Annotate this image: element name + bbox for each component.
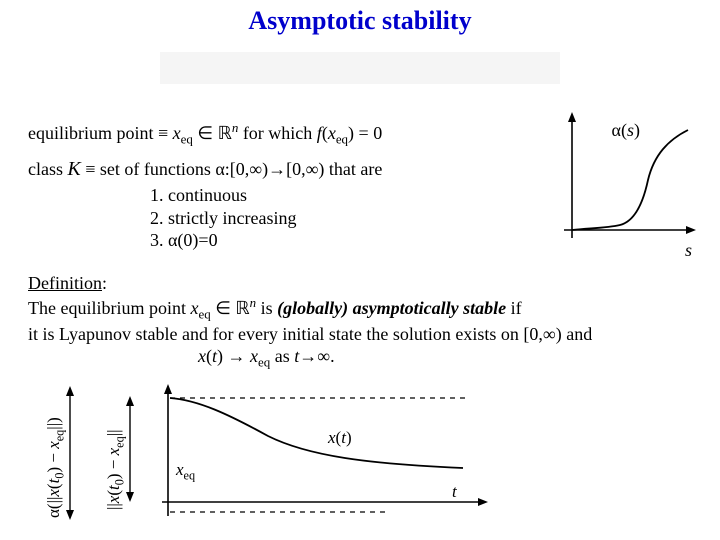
defn3-xeq-sub: eq (258, 355, 270, 370)
defn1-b: is (256, 298, 277, 318)
properties-list: 1. continuous 2. strictly increasing 3. … (150, 184, 296, 252)
defn-title: Definition (28, 273, 102, 293)
list-item-2: 2. strictly increasing (150, 207, 296, 230)
alpha-s-b: ) (634, 120, 640, 140)
defn3-x: x (198, 346, 206, 366)
xeq-x: x (173, 123, 181, 143)
xeq-x2: x (328, 123, 336, 143)
eq-a: equilibrium point (28, 123, 158, 143)
defn1-d: if (506, 298, 522, 318)
double-arrow-1 (62, 386, 78, 520)
xeq-sub: eq (181, 132, 193, 147)
xeq-sub2: eq (336, 132, 348, 147)
xeq-axis-label: xeq (176, 460, 195, 483)
defn-xeq-sub: eq (198, 306, 210, 321)
defn-line2: it is Lyapunov stable and for every init… (28, 323, 692, 346)
double-arrow-2 (122, 396, 138, 502)
defn3-as: as (270, 346, 294, 366)
alpha-s-label: α(s) (612, 120, 640, 141)
equiv: ≡ (158, 123, 173, 143)
defn-gas: (globally) asymptotically stable (277, 298, 506, 318)
list-item-1: 1. continuous (150, 184, 296, 207)
defn3-xeq-x: x (250, 346, 258, 366)
slide-title: Asymptotic stability (0, 6, 720, 36)
classk-c: ≡ set of functions α:[0,∞)→[0,∞) that ar… (81, 159, 383, 179)
bottom-figure: α(||x(t0) − xeq||) ||x(t0) − xeq|| (28, 378, 692, 526)
list-item-3: 3. α(0)=0 (150, 229, 296, 252)
alpha-s-a: α( (612, 120, 627, 140)
eq-d: ) = 0 (348, 123, 382, 143)
class-k-text: class K ≡ set of functions α:[0,∞)→[0,∞)… (28, 158, 382, 181)
s-axis-label: s (685, 240, 692, 261)
defn3-arrow: ) → (217, 346, 250, 366)
defn1-a: The equilibrium point (28, 298, 190, 318)
classk-K: K (68, 158, 81, 180)
definition-block: Definition: The equilibrium point xeq ∈ … (28, 272, 692, 371)
t-axis-label: t (452, 482, 457, 502)
equilibrium-text: equilibrium point ≡ xeq ∈ ℝn for which f… (28, 120, 382, 148)
defn-inRn-a: ∈ ℝ (211, 298, 250, 318)
defn3-inf: →∞. (299, 346, 334, 366)
xt-label: x(t) (328, 428, 352, 448)
inRn-a: ∈ ℝ (193, 123, 232, 143)
trajectory-chart (158, 384, 488, 524)
equation-placeholder (160, 52, 560, 84)
for-which: for which (238, 123, 316, 143)
classk-a: class (28, 159, 68, 179)
alpha-s-s: s (627, 120, 634, 140)
